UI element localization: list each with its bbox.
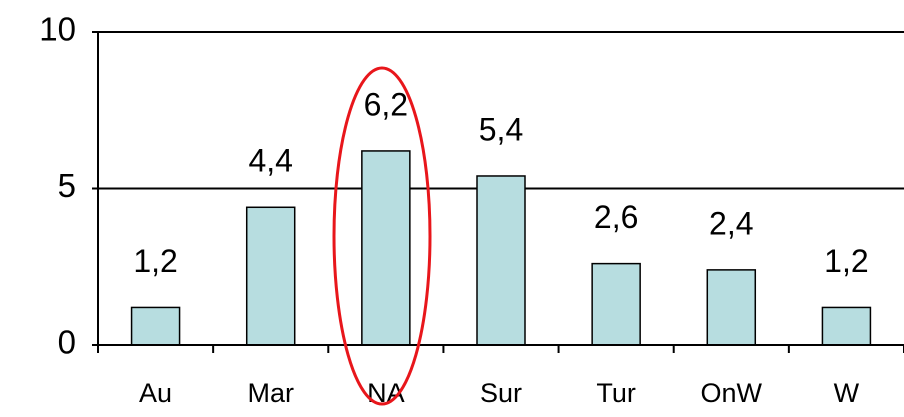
bar	[361, 150, 411, 346]
value-label: 2,6	[594, 199, 638, 235]
value-label: 4,4	[248, 143, 292, 179]
bar	[706, 269, 757, 346]
x-tick-label: Au	[139, 378, 172, 408]
bar	[130, 306, 181, 346]
value-label: 2,4	[709, 205, 753, 241]
x-tick-label: Sur	[480, 378, 522, 408]
x-tick-label: OnW	[701, 378, 763, 408]
y-tick-label: 5	[58, 167, 76, 204]
y-tick-label: 0	[58, 324, 76, 361]
value-label: 1,2	[824, 243, 868, 279]
bar	[591, 262, 641, 346]
x-tick-label: Tur	[596, 378, 636, 408]
y-tick-label: 10	[39, 11, 76, 48]
x-tick-label: W	[834, 378, 860, 408]
bar	[821, 306, 872, 346]
value-label: 6,2	[364, 86, 408, 122]
bar	[245, 206, 296, 346]
bar	[476, 175, 526, 346]
highlight-ellipse	[332, 66, 432, 406]
value-label: 5,4	[479, 111, 523, 147]
value-label: 1,2	[133, 243, 177, 279]
x-tick-label: Mar	[247, 378, 294, 408]
